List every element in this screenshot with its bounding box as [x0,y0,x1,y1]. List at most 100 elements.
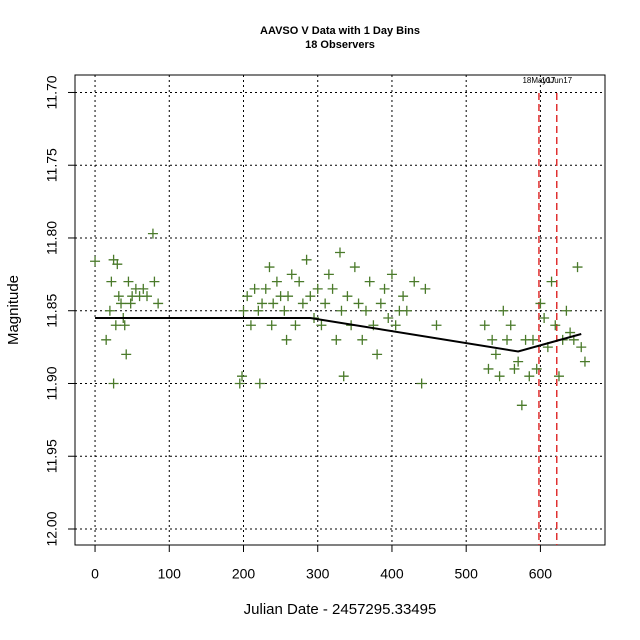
data-point [505,320,516,331]
data-point [271,276,282,287]
x-tick-label: 200 [232,566,256,582]
data-point [494,371,505,382]
data-point [338,371,349,382]
data-point [249,283,260,294]
y-tick-label: 11.85 [44,294,60,328]
data-point [281,334,292,345]
y-tick-label: 11.75 [44,148,60,182]
x-tick-label: 0 [91,566,99,582]
data-point [513,356,524,367]
data-point [264,262,275,273]
data-point [335,247,345,258]
data-point [147,228,158,239]
data-point [112,259,123,270]
data-point [490,349,501,360]
data-point [294,276,305,287]
data-point [579,356,590,367]
data-point [331,334,342,345]
data-point [420,283,431,294]
plot-frame [74,74,606,546]
data-point [323,269,334,280]
data-point [561,305,572,316]
data-point [138,283,149,294]
data-point [375,298,386,309]
data-point [113,291,124,302]
data-point [238,305,249,316]
data-point [360,305,371,316]
data-point [283,291,294,302]
data-point [431,320,442,331]
data-point [301,254,312,265]
data-point [286,269,297,280]
data-point [234,378,245,389]
data-point [531,363,542,374]
y-tick-label: 11.80 [44,221,60,255]
data-point [349,262,360,273]
data-point [342,291,353,302]
data-point [336,305,347,316]
data-point [487,334,498,345]
data-point [357,334,368,345]
data-point [546,276,557,287]
data-point [364,276,375,287]
y-tick-label: 11.95 [44,439,60,473]
data-point [260,283,271,294]
data-point [509,363,520,374]
data-point [116,298,127,309]
data-point [372,349,383,360]
data-point [416,378,427,389]
data-point [553,371,564,382]
data-point [257,298,268,309]
data-point [483,363,494,374]
data-point [101,334,112,345]
y-tick-label: 11.90 [44,366,60,400]
data-point [312,283,323,294]
data-point [479,320,490,331]
data-point [110,320,121,331]
data-point [297,298,308,309]
data-point [90,256,101,267]
data-point [266,320,277,331]
data-point [527,334,538,345]
data-point [383,313,394,324]
data-point [550,320,561,331]
data-point [386,269,397,280]
data-point [290,320,301,331]
data-point [305,291,316,302]
data-point [104,305,115,316]
data-point [398,291,409,302]
data-point [153,298,164,309]
data-point [535,298,546,309]
y-tick-label: 12.00 [44,511,60,546]
trend-line [95,317,582,353]
data-point [121,349,132,360]
data-point [409,276,420,287]
data-point [149,276,160,287]
x-tick-label: 300 [306,566,330,582]
data-point [253,305,264,316]
data-point [502,334,513,345]
x-tick-label: 500 [455,566,479,582]
data-point [576,342,587,353]
chart-subtitle: 18 Observers [305,39,375,51]
annotation-label: 18May17 [522,76,555,85]
data-point [401,305,412,316]
chart-title: AAVSO V Data with 1 Day Bins [260,25,420,37]
data-point [242,291,253,302]
data-point [524,371,535,382]
data-point [125,298,136,309]
data-point [119,320,130,331]
x-tick-label: 400 [380,566,404,582]
data-point [245,320,256,331]
x-axis-label: Julian Date - 2457295.33495 [244,601,437,618]
x-tick-label: 600 [529,566,553,582]
data-point [565,327,576,338]
data-point [108,378,119,389]
data-point [123,276,134,287]
data-point [320,298,331,309]
data-point [516,400,527,411]
data-point [279,305,290,316]
data-point [498,305,509,316]
y-tick-label: 11.70 [44,75,60,109]
